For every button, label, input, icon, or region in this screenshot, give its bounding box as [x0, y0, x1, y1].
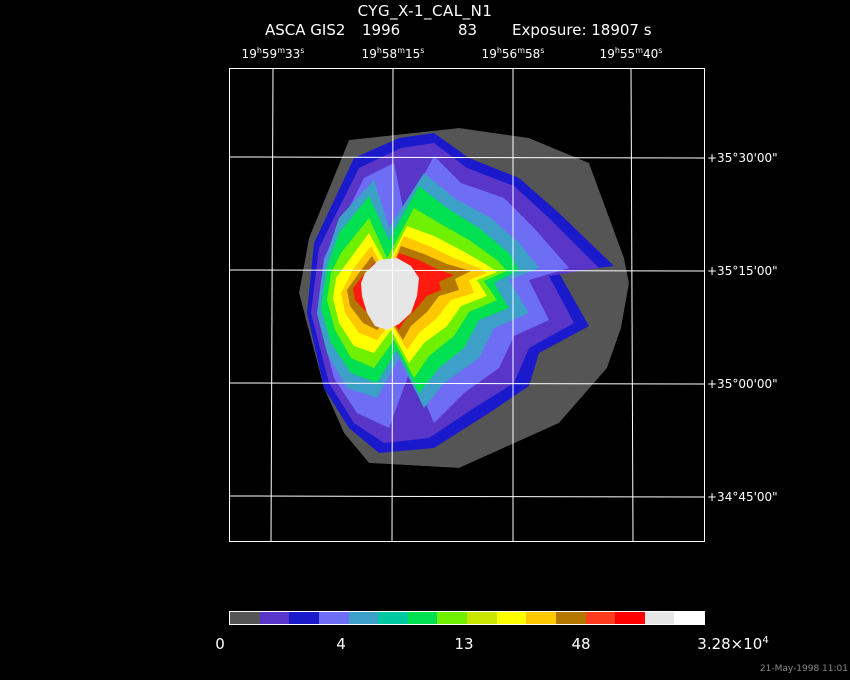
exposure-label: Exposure: 18907 s: [512, 21, 652, 39]
ra-label-2: 19h58m15s: [361, 46, 425, 61]
sequence-number: 83: [458, 21, 478, 39]
plot-frame: [229, 68, 705, 542]
colorbar-swatch-13: [615, 612, 645, 624]
dec-label-4: +34°45'00": [707, 490, 778, 504]
ra-label-4: 19h55m40s: [599, 46, 663, 61]
xray-image: [229, 68, 705, 542]
colorbar-swatch-3: [318, 612, 349, 624]
ra-label-1: 19h59m33s: [241, 46, 305, 61]
colorbar-swatch-10: [526, 612, 556, 624]
colorbar-swatch-1: [259, 612, 290, 624]
colorbar-swatch-0: [230, 612, 260, 624]
colorbar-label-min: 0: [215, 635, 225, 653]
colorbar-swatch-12: [585, 612, 616, 624]
year-label: 1996: [362, 21, 401, 39]
colorbar-swatch-2: [289, 612, 319, 624]
colorbar-label-4: 48: [571, 635, 591, 653]
colorbar-swatch-7: [437, 612, 467, 624]
colorbar-swatch-6: [407, 612, 438, 624]
colorbar-swatch-14: [644, 612, 675, 624]
timestamp: 21-May-1998 11:01: [759, 664, 848, 674]
colorbar-swatch-11: [555, 612, 586, 624]
image-title: CYG_X-1_CAL_N1: [357, 2, 493, 20]
colorbar: [229, 611, 705, 625]
dec-label-3: +35°00'00": [707, 377, 778, 391]
colorbar-swatch-9: [496, 612, 527, 624]
colorbar-swatch-4: [348, 612, 379, 624]
instrument-label: ASCA GIS2: [265, 21, 346, 39]
coordinate-grid: [229, 68, 705, 542]
colorbar-label-max: 3.28×104: [697, 635, 769, 653]
dec-label-1: +35°30'00": [707, 151, 778, 165]
dec-label-2: +35°15'00": [707, 264, 778, 278]
colorbar-swatch-5: [378, 612, 408, 624]
colorbar-swatch-8: [467, 612, 497, 624]
colorbar-swatch-15: [674, 612, 704, 624]
core-region: [361, 258, 419, 330]
colorbar-label-3: 13: [454, 635, 474, 653]
ra-label-3: 19h56m58s: [481, 46, 545, 61]
colorbar-label-2: 4: [336, 635, 346, 653]
